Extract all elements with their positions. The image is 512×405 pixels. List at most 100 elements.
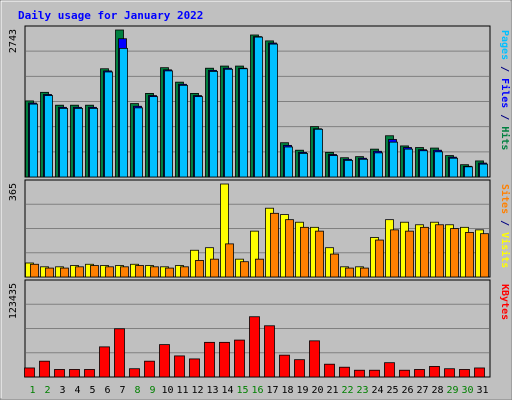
bar-sites-day-28	[435, 224, 444, 278]
x-tick-label: 6	[104, 385, 110, 396]
bar-kbytes-day-8	[129, 368, 140, 378]
x-tick-label: 19	[296, 385, 308, 396]
bar-sites-day-30	[465, 232, 474, 278]
x-tick-label: 30	[461, 385, 473, 396]
legend-part: /	[499, 108, 510, 126]
legend-part: /	[499, 60, 510, 78]
x-tick-label: 11	[176, 385, 188, 396]
bar-pages-day-1	[29, 103, 38, 178]
bar-kbytes-day-22	[339, 366, 350, 378]
legend-part: Pages	[499, 30, 510, 60]
legend-part: /	[499, 214, 510, 232]
bar-pages-day-12	[194, 96, 203, 178]
bar-kbytes-day-2	[39, 360, 50, 378]
bar-sites-day-16	[255, 258, 264, 278]
x-tick-label: 21	[326, 385, 338, 396]
x-tick-label: 25	[386, 385, 398, 396]
bar-kbytes-day-18	[279, 354, 290, 378]
bar-pages-day-23	[359, 158, 368, 178]
bar-kbytes-day-17	[264, 325, 275, 378]
bar-kbytes-day-7	[114, 328, 125, 378]
bar-kbytes-day-24	[369, 369, 380, 378]
x-tick-label: 27	[416, 385, 428, 396]
bar-pages-day-7	[119, 47, 128, 178]
bar-pages-day-15	[239, 68, 248, 178]
bar-pages-day-16	[254, 36, 263, 178]
bar-visits-day-16	[250, 230, 259, 278]
legend-part: Sites	[499, 184, 511, 214]
bar-pages-day-3	[59, 108, 68, 178]
x-tick-label: 8	[134, 385, 140, 396]
x-tick-label: 14	[221, 385, 233, 396]
bar-kbytes-day-15	[234, 339, 245, 378]
axis-max-label: 365	[8, 183, 19, 201]
bar-kbytes-day-14	[219, 341, 230, 378]
bar-pages-day-25	[389, 141, 398, 178]
bar-sites-day-10	[165, 267, 174, 278]
bar-sites-day-7	[120, 266, 129, 278]
bar-sites-day-8	[135, 265, 144, 278]
bar-kbytes-day-29	[444, 368, 455, 378]
chart-title: Daily usage for January 2022	[18, 9, 203, 22]
x-tick-label: 26	[401, 385, 413, 396]
bar-pages-day-31	[479, 163, 488, 178]
bar-kbytes-day-26	[399, 369, 410, 378]
bar-kbytes-day-4	[69, 369, 80, 378]
bar-pages-day-9	[149, 96, 158, 178]
x-tick-label: 10	[161, 385, 173, 396]
bar-pages-day-20	[314, 128, 323, 178]
legend-part: KBytes	[499, 284, 510, 320]
bar-kbytes-day-12	[189, 358, 200, 378]
bar-pages-day-28	[434, 151, 443, 178]
bar-pages-day-30	[464, 166, 473, 178]
panel-legend: KBytes	[499, 284, 510, 320]
bar-pages-day-18	[284, 146, 293, 178]
bar-kbytes-day-21	[324, 363, 335, 378]
x-tick-label: 12	[191, 385, 203, 396]
bar-sites-day-21	[330, 253, 339, 278]
bar-pages-day-10	[164, 70, 173, 178]
bar-sites-day-14	[225, 243, 234, 278]
bar-pages-day-2	[44, 95, 53, 178]
x-tick-label: 24	[371, 385, 383, 396]
bar-kbytes-day-1	[24, 367, 35, 378]
x-tick-label: 28	[431, 385, 443, 396]
legend-part: Files	[499, 78, 511, 108]
x-tick-label: 1	[29, 385, 35, 396]
bar-pages-day-27	[419, 150, 428, 178]
panel-legend: Pages / Files / Hits	[499, 30, 511, 150]
bar-kbytes-day-9	[144, 360, 155, 378]
bar-kbytes-day-5	[84, 369, 95, 378]
bar-kbytes-day-20	[309, 340, 320, 378]
x-tick-label: 20	[311, 385, 323, 396]
bar-kbytes-day-13	[204, 341, 215, 378]
bar-sites-day-2	[45, 267, 54, 278]
bar-pages-day-24	[374, 152, 383, 178]
axis-max-label: 2743	[8, 29, 19, 53]
x-tick-label: 13	[206, 385, 218, 396]
x-tick-label: 2	[44, 385, 50, 396]
bar-kbytes-day-19	[294, 359, 305, 378]
bar-pages-day-13	[209, 71, 218, 178]
bar-kbytes-day-23	[354, 369, 365, 378]
bar-kbytes-day-6	[99, 346, 110, 378]
bar-sites-day-4	[75, 266, 84, 278]
bar-pages-day-19	[299, 153, 308, 178]
bar-sites-day-11	[180, 266, 189, 278]
bar-pages-day-26	[404, 148, 413, 178]
bar-kbytes-day-30	[459, 369, 470, 378]
bar-kbytes-day-25	[384, 362, 395, 378]
bar-sites-day-1	[30, 263, 39, 278]
x-tick-label: 3	[59, 385, 65, 396]
panel-legend: Sites / Visits	[499, 184, 511, 268]
bar-sites-day-3	[60, 267, 69, 278]
bar-kbytes-day-10	[159, 344, 170, 378]
bar-sites-day-29	[450, 228, 459, 278]
x-tick-label: 29	[446, 385, 458, 396]
bar-sites-day-20	[315, 230, 324, 278]
x-tick-label: 16	[251, 385, 263, 396]
bar-sites-day-17	[270, 212, 279, 278]
x-tick-label: 18	[281, 385, 293, 396]
bar-sites-day-24	[375, 239, 384, 278]
